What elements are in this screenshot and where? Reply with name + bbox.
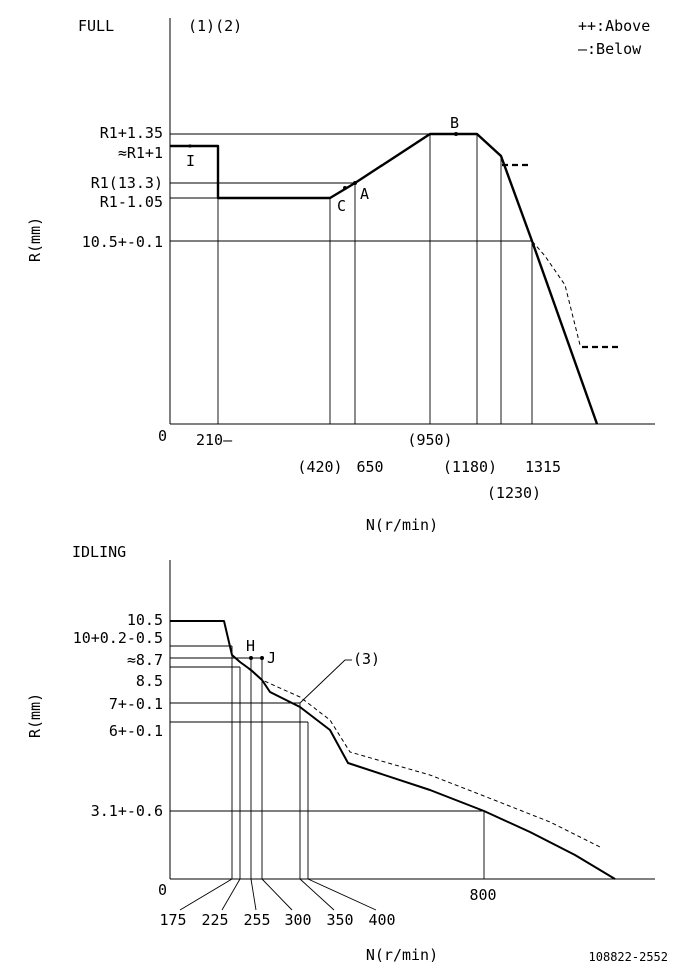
idling-ylabel: R(mm) [26,693,44,738]
point-i-dot [188,144,192,148]
tick-175 [179,878,233,911]
point-h-dot [249,656,253,660]
point-c-label: C [337,197,346,215]
drawing-code: 108822-2552 [589,950,668,964]
full-curve-above [500,155,581,346]
full-ylabel-3: R1-1.05 [100,193,163,211]
callout-leader [299,659,346,704]
full-ylabel-2: R1(13.3) [91,174,163,192]
legend-below: —:Below [578,40,642,58]
idling-ylabel-2: ≈8.7 [127,651,163,669]
point-j-label: J [267,649,276,667]
full-xlabel-3: (950) [407,431,452,449]
full-notes: (1)(2) [188,17,242,35]
full-xlabel-0: 210— [196,431,233,449]
callout-3: (3) [353,650,380,668]
tick-255 [250,878,257,911]
idling-xlabel-2: 255 [243,911,270,929]
legend-above: ++:Above [578,17,650,35]
point-b-dot [454,132,458,136]
idling-xlabel: N(r/min) [366,946,438,964]
full-ylabel-1: ≈R1+1 [118,144,163,162]
idling-xlabel-5: 400 [368,911,395,929]
point-j-dot [260,656,264,660]
tick-225 [221,878,241,911]
idling-ylabel-5: 6+-0.1 [109,722,163,740]
full-xlabel-6: 1315 [525,458,561,476]
idling-title: IDLING [72,543,126,561]
idling-xlabel-3: 300 [284,911,311,929]
full-ylabel: R(mm) [26,217,44,262]
idling-curve-above [231,654,603,849]
point-a-dot [353,181,357,185]
point-i-label: I [186,152,195,170]
point-a-label: A [360,185,369,203]
point-c-dot [343,186,347,190]
full-chart: FULL (1)(2) ++:Above —:Below 0 R(mm) I [26,17,655,534]
full-title: FULL [78,17,114,35]
idling-ylabel-0: 10.5 [127,611,163,629]
full-xlabel-2: 650 [356,458,383,476]
full-origin: 0 [158,427,167,445]
idling-xlabel-1: 225 [201,911,228,929]
full-xlabel-1: (420) [297,458,342,476]
point-h-label: H [246,637,255,655]
tick-350 [299,878,335,911]
full-ylabel-4: 10.5+-0.1 [82,233,163,251]
idling-chart: IDLING 0 R(mm) H J (3) [26,543,668,964]
idling-xlabel-0: 175 [159,911,186,929]
full-xlabel: N(r/min) [366,516,438,534]
idling-origin: 0 [158,881,167,899]
full-ylabel-0: R1+1.35 [100,124,163,142]
full-xlabel-5: (1230) [487,484,541,502]
idling-curve [170,620,616,880]
point-b-label: B [450,114,459,132]
idling-xlabel-4: 350 [326,911,353,929]
tick-300 [261,878,293,911]
full-xlabel-4: (1180) [443,458,497,476]
idling-ylabel-6: 3.1+-0.6 [91,802,163,820]
idling-ylabel-1: 10+0.2-0.5 [73,629,163,647]
idling-xlabel-6: 800 [469,886,496,904]
full-curve [170,132,599,425]
idling-ylabel-3: 8.5 [136,672,163,690]
tick-400 [307,878,377,911]
idling-ylabel-4: 7+-0.1 [109,695,163,713]
